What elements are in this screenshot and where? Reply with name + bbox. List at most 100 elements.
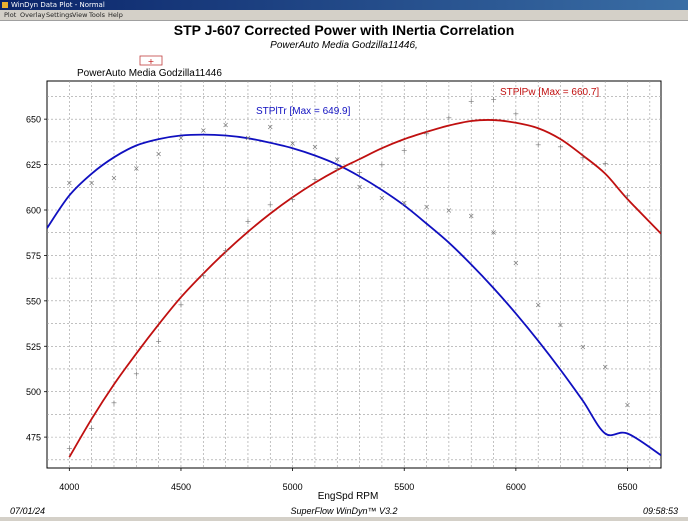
data-point-STPlPw: + — [312, 175, 319, 184]
footer-date: 07/01/24 — [10, 506, 45, 516]
data-point-STPlTr: × — [468, 211, 475, 220]
data-point-STPlPw: + — [289, 195, 296, 204]
data-point-STPlTr: × — [490, 228, 497, 237]
data-point-STPlTr: × — [535, 300, 542, 309]
status-strip — [0, 517, 688, 521]
data-point-STPlPw: + — [133, 370, 140, 379]
series-line-STPlPw — [68, 119, 661, 458]
data-point-STPlTr: × — [88, 179, 95, 188]
data-point-STPlTr: × — [267, 122, 274, 131]
legend: + PowerAuto Media Godzilla11446 — [77, 55, 222, 79]
x-tick-label: 6500 — [617, 482, 637, 492]
data-point-STPlPw: + — [401, 146, 408, 155]
data-point-STPlPw: + — [423, 130, 430, 139]
series-STPlPw: + + + + + + + + + + + + + + + + + + + + + + + + + + — [66, 95, 661, 458]
y-tick-label: 550 — [26, 296, 41, 306]
data-point-STPlPw: + — [111, 399, 118, 408]
app-icon — [2, 2, 8, 8]
data-point-STPlTr: × — [200, 126, 207, 135]
legend-swatch — [139, 55, 163, 66]
data-point-STPlPw: + — [155, 337, 162, 346]
data-point-STPlTr: × — [66, 179, 73, 188]
data-point-STPlTr: × — [401, 199, 408, 208]
data-point-STPlPw: + — [267, 201, 274, 210]
power-max-label: STPlPw [Max = 660.7] — [500, 87, 599, 98]
y-tick-label: 575 — [26, 251, 41, 261]
data-point-STPlPw: + — [245, 217, 252, 226]
legend-label: PowerAuto Media Godzilla11446 — [77, 68, 222, 79]
data-point-STPlPw: + — [535, 141, 542, 150]
y-tick-label: 525 — [26, 342, 41, 352]
torque-max-label: STPlTr [Max = 649.9] — [256, 106, 351, 117]
x-tick-label: 4500 — [171, 482, 191, 492]
series-line-STPlTr — [47, 133, 661, 457]
data-point-STPlTr: × — [312, 142, 319, 151]
series-layer: × ×××××××××× ××××× × ×××××××××+++++++++++++ +… — [47, 95, 661, 458]
data-point-STPlTr: × — [379, 193, 386, 202]
data-point-STPlPw: + — [580, 153, 587, 162]
x-tick-label: 4000 — [59, 482, 79, 492]
data-point-STPlTr: × — [356, 182, 363, 191]
data-point-STPlPw: + — [356, 168, 363, 177]
legend-marker-icon: + — [148, 57, 155, 66]
y-tick-label: 600 — [26, 206, 41, 216]
x-tick-label: 6000 — [506, 482, 526, 492]
data-point-STPlTr: × — [133, 164, 140, 173]
menu-overlay[interactable]: Overlay — [20, 11, 46, 19]
data-point-STPlTr: × — [245, 133, 252, 142]
series-STPlTr: × × × × × × × × × × × × × × × × × × × × × × × × × × — [47, 121, 661, 457]
y-tick-label: 475 — [26, 433, 41, 443]
data-point-STPlTr: × — [178, 133, 185, 142]
footer-software: SuperFlow WinDyn™ V3.2 — [291, 506, 398, 516]
data-point-STPlPw: + — [66, 444, 73, 453]
data-point-STPlPw: + — [222, 246, 229, 255]
menu-tools[interactable]: Tools — [89, 11, 106, 19]
data-point-STPlTr: × — [155, 150, 162, 159]
data-point-STPlTr: × — [111, 173, 118, 182]
plot-canvas: STP J-607 Corrected Power with INertia C… — [0, 21, 688, 521]
data-point-STPlPw: + — [490, 95, 497, 104]
y-tick-labels: 475 500 525 550 575 600 625 650 — [26, 115, 47, 443]
data-point-STPlTr: × — [513, 259, 520, 268]
chart-svg: STP J-607 Corrected Power with INertia C… — [10, 22, 678, 516]
chart-title: STP J-607 Corrected Power with INertia C… — [174, 22, 515, 38]
menu-plot[interactable]: Plot — [4, 11, 17, 19]
data-point-STPlTr: × — [580, 342, 587, 351]
data-point-STPlPw: + — [379, 161, 386, 170]
window-titlebar: WinDyn Data Plot - Normal — [0, 0, 688, 10]
data-point-STPlTr: × — [624, 400, 631, 409]
menu-bar: Plot Overlay Settings View Tools Help — [0, 10, 688, 21]
menu-view[interactable]: View — [72, 11, 88, 19]
y-tick-label: 650 — [26, 115, 41, 125]
data-point-STPlPw: + — [446, 113, 453, 122]
menu-settings[interactable]: Settings — [46, 11, 73, 19]
data-point-STPlPw: + — [468, 97, 475, 106]
data-point-STPlPw: + — [602, 159, 609, 168]
data-point-STPlTr: × — [222, 121, 229, 130]
data-point-STPlPw: + — [334, 164, 341, 173]
data-point-STPlPw: + — [88, 424, 95, 433]
y-tick-label: 500 — [26, 387, 41, 397]
window-title: WinDyn Data Plot - Normal — [11, 1, 105, 9]
x-axis-label: EngSpd RPM — [318, 491, 379, 502]
x-tick-label: 5000 — [283, 482, 303, 492]
data-point-STPlPw: + — [178, 300, 185, 309]
data-point-STPlPw: + — [200, 271, 207, 280]
data-point-STPlPw: + — [513, 110, 520, 119]
grid — [47, 81, 661, 468]
data-point-STPlPw: + — [624, 191, 631, 200]
data-point-STPlTr: × — [334, 155, 341, 164]
data-point-STPlTr: × — [289, 139, 296, 148]
x-tick-label: 5500 — [394, 482, 414, 492]
x-tick-labels: 4000 4500 5000 5500 6000 6500 — [59, 468, 638, 492]
menu-help[interactable]: Help — [108, 11, 123, 19]
data-point-STPlTr: × — [446, 206, 453, 215]
data-point-STPlPw: + — [557, 142, 564, 151]
chart-subtitle: PowerAuto Media Godzilla11446, — [270, 40, 418, 51]
data-point-STPlTr: × — [602, 362, 609, 371]
footer-time: 09:58:53 — [643, 506, 678, 516]
data-point-STPlTr: × — [557, 320, 564, 329]
data-point-STPlTr: × — [423, 202, 430, 211]
y-tick-label: 625 — [26, 160, 41, 170]
plot-frame — [46, 80, 662, 469]
